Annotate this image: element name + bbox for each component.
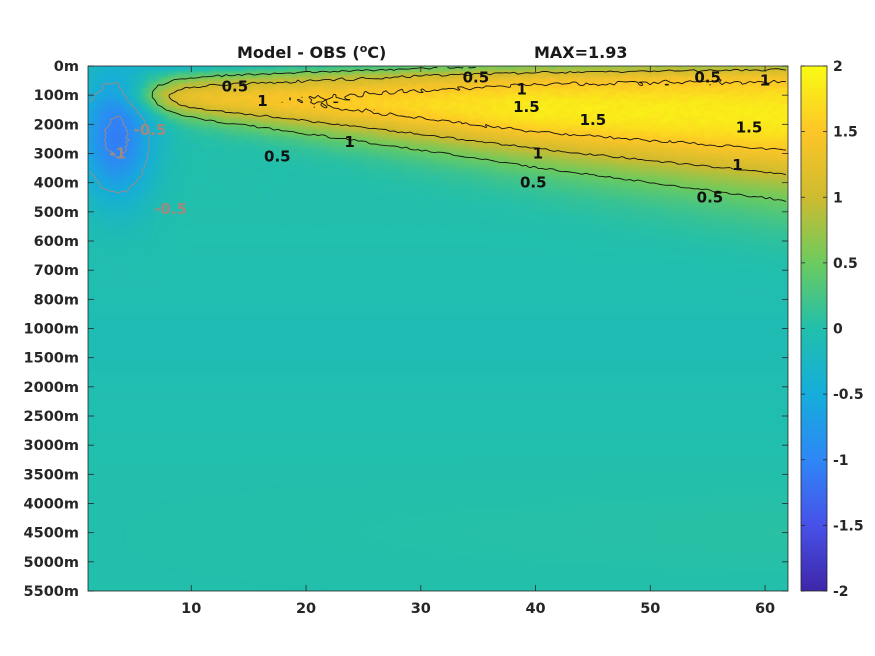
contour-label: 1.5 (580, 111, 607, 129)
x-axis: 10 20 30 40 50 60 (181, 66, 775, 617)
y-tick-label: 100m (34, 88, 79, 104)
y-tick-label: 2000m (24, 380, 79, 396)
y-tick-label: 3500m (24, 467, 79, 483)
contour-label: 0.5 (520, 174, 547, 192)
y-tick-label: 700m (34, 263, 79, 279)
contour-level-neg1 (103, 115, 130, 159)
y-tick-label: 5000m (24, 555, 79, 571)
contour-label: -1 (110, 145, 127, 163)
contour-label: 1.5 (513, 98, 540, 116)
contour-label: 1 (257, 92, 267, 110)
contour-level-1p5 (281, 79, 787, 151)
contour-label: 1 (732, 156, 742, 174)
contour-labels: 0.510.511.51.50.5 11.50.5110.510.5-1-0.5-… (110, 69, 771, 218)
x-tick-label: 60 (755, 601, 775, 617)
colorbar-tick-label: 1 (833, 190, 843, 206)
heatmap-field (88, 66, 788, 591)
colorbar (800, 65, 828, 592)
colorbar-tick-label: 0.5 (833, 256, 858, 272)
y-tick-label: 200m (34, 117, 79, 133)
x-tick-label: 40 (525, 601, 545, 617)
y-tick-label: 500m (34, 205, 79, 221)
contour-lines (89, 66, 787, 203)
colorbar-ticks: 2 1.5 1 0.5 0 -0.5 -1 -1.5 -2 (801, 59, 864, 600)
y-tick-label: 4500m (24, 526, 79, 542)
contour-label: 0.5 (694, 69, 721, 87)
y-tick-label: 4000m (24, 497, 79, 513)
y-tick-label: 1500m (24, 351, 79, 367)
x-tick-label: 10 (181, 601, 201, 617)
contour-label: 1 (517, 80, 527, 98)
contour-label: -0.5 (154, 200, 187, 218)
contour-label: 0.5 (697, 188, 724, 206)
contour-level-0p5 (151, 66, 787, 203)
y-axis: 0m 100m 200m 300m 400m 500m 600m 700m 800m 1000m 1… (24, 59, 788, 600)
contour-label: 1 (760, 72, 770, 90)
y-tick-label: 600m (34, 234, 79, 250)
x-tick-label: 30 (411, 601, 431, 617)
y-tick-label: 0m (54, 59, 79, 75)
contour-label: 1 (344, 133, 354, 151)
x-tick-label: 50 (640, 601, 660, 617)
colorbar-tick-label: -1.5 (833, 518, 864, 534)
chart-title: Model - OBS (oC) (237, 42, 386, 62)
contour-label: 0.5 (463, 69, 490, 87)
colorbar-tick-label: 2 (833, 59, 843, 75)
y-tick-label: 5500m (24, 584, 79, 600)
y-tick-label: 1000m (24, 322, 79, 338)
contour-label: 1 (533, 145, 543, 163)
y-tick-label: 3000m (24, 438, 79, 454)
contour-label: -0.5 (134, 121, 167, 139)
colorbar-tick-label: -1 (833, 453, 849, 469)
y-tick-label: 800m (34, 292, 79, 308)
contour-level-neg0p5 (89, 76, 151, 194)
contour-label: 0.5 (222, 77, 249, 95)
y-tick-label: 300m (34, 147, 79, 163)
y-tick-label: 400m (34, 176, 79, 192)
x-tick-label: 20 (296, 601, 316, 617)
contour-level-1 (168, 68, 787, 176)
colorbar-tick-label: 1.5 (833, 125, 858, 141)
colorbar-tick-label: 0 (833, 322, 843, 338)
colorbar-tick-label: -2 (833, 584, 849, 600)
contour-label: 1.5 (736, 118, 763, 136)
max-annotation: MAX=1.93 (534, 43, 628, 62)
y-tick-label: 2500m (24, 409, 79, 425)
contour-label: 0.5 (264, 147, 291, 165)
colorbar-tick-label: -0.5 (833, 387, 864, 403)
